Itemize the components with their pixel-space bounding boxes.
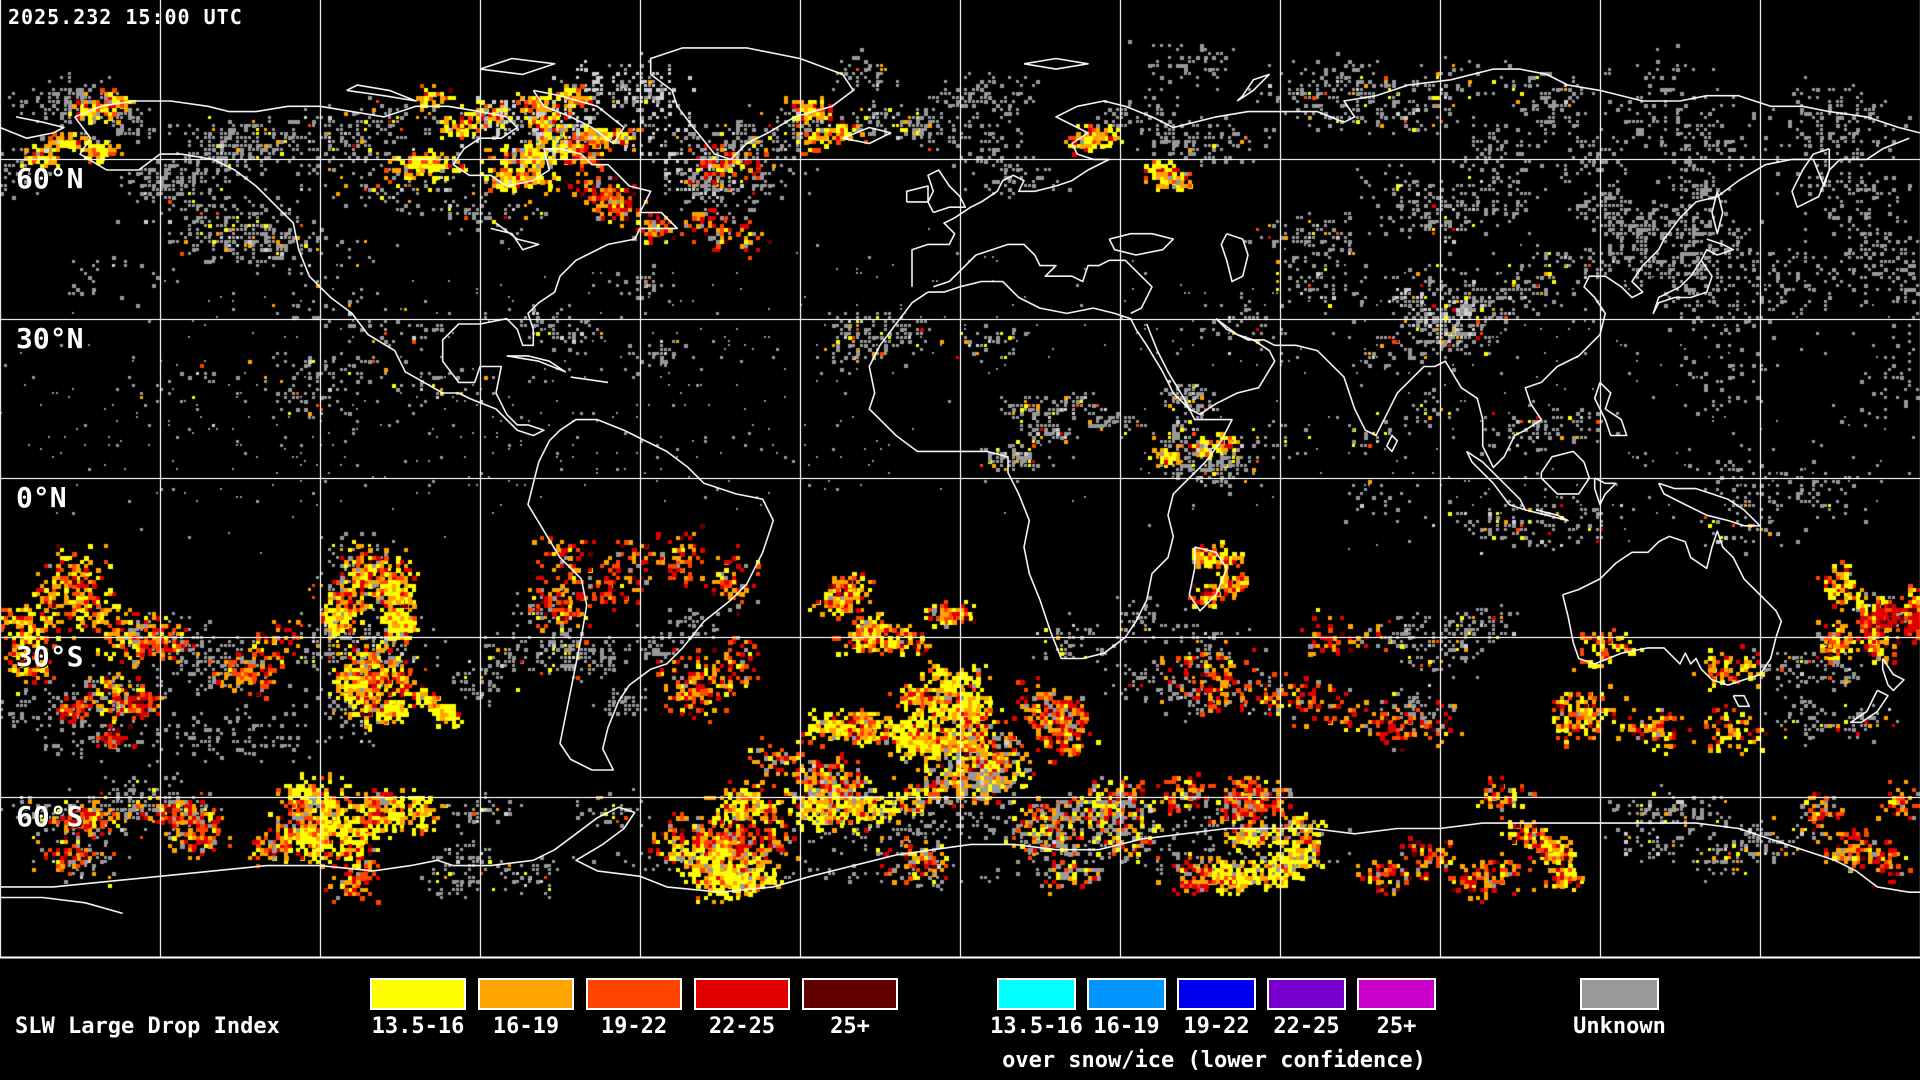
coastline: [1732, 694, 1751, 708]
timestamp: 2025.232 15:00 UTC: [8, 5, 243, 29]
coastline: [1525, 509, 1569, 522]
coastline: [1593, 381, 1628, 437]
coastline: [1108, 232, 1175, 256]
legend-swatch-snow-ice-2: [1177, 978, 1256, 1010]
coastline: [1465, 450, 1527, 511]
coastline: [1194, 68, 1920, 134]
legend-swatch-normal-0: [370, 978, 466, 1010]
coastline: [933, 243, 1153, 315]
coastline: [570, 376, 609, 384]
coastline: [911, 100, 1195, 287]
legend-snow-ice-caption: over snow/ice (lower confidence): [1002, 1048, 1426, 1073]
coastline: [1215, 137, 1910, 469]
coastline: [1023, 57, 1089, 70]
coastline: [1881, 658, 1905, 692]
coastline: [927, 169, 967, 214]
coastline: [527, 418, 775, 771]
coastline: [1236, 73, 1271, 102]
latitude-label: 30°S: [16, 640, 84, 673]
coastline: [0, 806, 1920, 893]
coastline: [1657, 482, 1761, 527]
coastline: [1593, 477, 1617, 506]
legend-label-normal-0: 13.5-16: [371, 1014, 465, 1039]
legend-swatch-snow-ice-1: [1087, 978, 1166, 1010]
coastline: [1385, 434, 1399, 453]
legend-swatch-unknown-0: [1580, 978, 1659, 1010]
legend-swatch-snow-ice-3: [1267, 978, 1346, 1010]
coastline: [346, 84, 417, 102]
coastline: [1652, 238, 1735, 315]
coastline: [1849, 689, 1889, 724]
legend-title: SLW Large Drop Index: [15, 1014, 280, 1039]
legend-swatch-snow-ice-0: [997, 978, 1076, 1010]
latitude-label: 60°N: [16, 162, 84, 195]
coastline: [1561, 530, 1783, 686]
coastline-grid-svg: [0, 0, 1920, 959]
coastline: [0, 896, 123, 915]
legend-swatch-normal-2: [586, 978, 682, 1010]
legend-label-normal-1: 16-19: [492, 1014, 560, 1039]
legend-swatch-normal-4: [802, 978, 898, 1010]
coastline: [1711, 191, 1724, 235]
legend-label-snow-ice-1: 16-19: [1093, 1014, 1160, 1039]
coastline: [0, 116, 65, 139]
legend-label-snow-ice-2: 19-22: [1183, 1014, 1250, 1039]
coastline: [649, 47, 855, 161]
coastline: [1145, 318, 1276, 416]
legend-label-normal-3: 22-25: [708, 1014, 776, 1039]
coastline: [1188, 546, 1228, 612]
coastline: [74, 100, 679, 437]
legend-label-snow-ice-0: 13.5-16: [990, 1014, 1083, 1039]
coastline: [1220, 232, 1249, 283]
coastline: [905, 185, 929, 203]
legend-swatch-normal-3: [694, 978, 790, 1010]
coastline: [532, 89, 625, 145]
latitude-label: 0°N: [16, 481, 67, 514]
coastline: [842, 126, 892, 145]
coastline: [1540, 450, 1591, 495]
coastline: [479, 57, 556, 76]
legend-swatch-snow-ice-4: [1357, 978, 1436, 1010]
legend-label-unknown-0: Unknown: [1573, 1014, 1666, 1039]
legend-label-normal-4: 25+: [830, 1014, 870, 1039]
legend-label-snow-ice-4: 25+: [1376, 1014, 1417, 1039]
legend-label-snow-ice-3: 22-25: [1273, 1014, 1340, 1039]
coastline: [506, 355, 567, 373]
legend-swatch-normal-1: [478, 978, 574, 1010]
legend-label-normal-2: 19-22: [600, 1014, 668, 1039]
latitude-label: 30°N: [16, 322, 84, 355]
latitude-label: 60°S: [16, 800, 84, 833]
coastline: [1791, 148, 1831, 208]
coastline: [490, 222, 540, 251]
coastline: [868, 280, 1233, 660]
